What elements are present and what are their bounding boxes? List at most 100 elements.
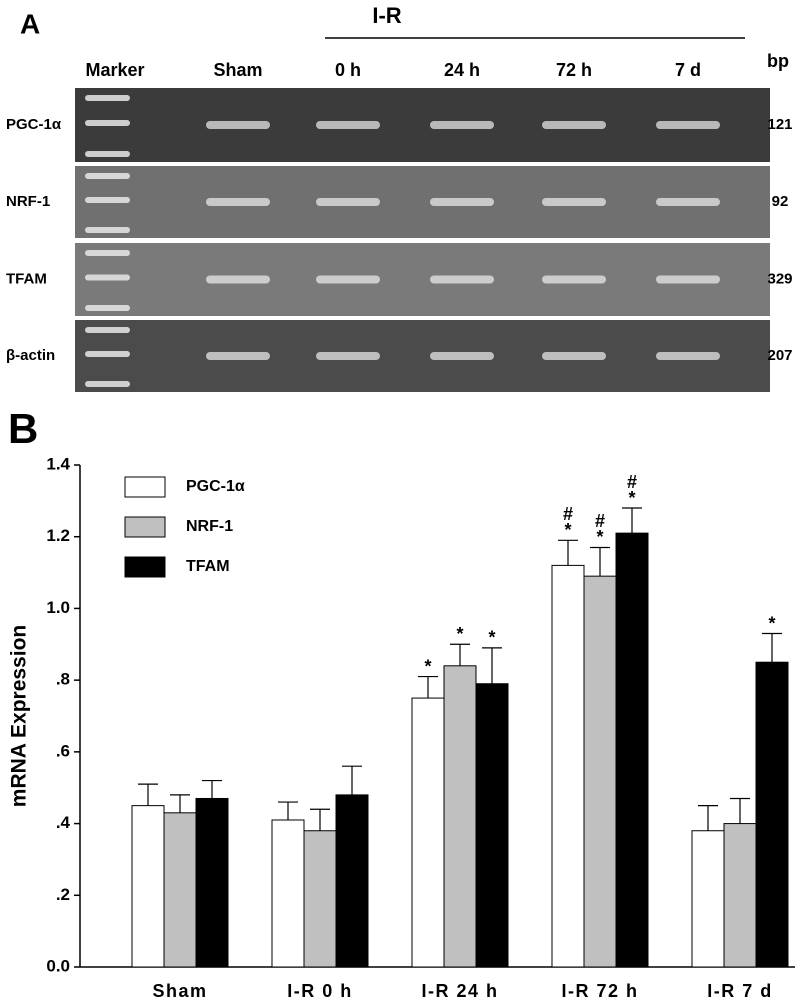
bar [583,575,617,968]
lane-label: 0 h [335,60,361,80]
bp-header: bp [767,51,789,71]
legend-label: TFAM [186,558,230,575]
gene-label: PGC-1α [6,116,62,133]
gel-band [316,198,380,206]
gene-label: NRF-1 [6,193,50,210]
bar [691,830,725,968]
x-tick-label: I-R 72 h [561,981,638,1001]
group-label: I-R [372,3,401,28]
gel-band [206,198,270,206]
bar [475,683,509,968]
panel-label: B [8,405,38,452]
significance-mark: * [424,656,431,676]
significance-mark: * [564,520,571,540]
x-tick-label: I-R 24 h [421,981,498,1001]
x-tick-label: I-R 0 h [287,981,353,1001]
marker-band [85,351,130,357]
gene-label: TFAM [6,270,47,287]
gel-lane-strip [75,243,770,316]
gel-band [316,275,380,284]
y-tick-label: .2 [56,885,70,904]
marker-band [85,305,130,311]
marker-band [85,173,130,179]
marker-band [85,381,130,387]
x-tick-label: I-R 7 d [707,981,773,1001]
lane-label: Marker [85,60,144,80]
significance-mark: # [595,511,605,531]
bp-label: 329 [767,270,792,287]
marker-band [85,227,130,233]
bp-label: 121 [767,116,792,133]
marker-band [85,151,130,157]
gel-band [656,275,720,284]
lane-label: 7 d [675,60,701,80]
gel-lane-strip [75,166,770,238]
gel-band [430,198,494,206]
marker-band [85,95,130,101]
bar [755,661,789,968]
lane-label: 24 h [444,60,480,80]
significance-mark: # [563,504,573,524]
significance-mark: * [488,628,495,648]
bar [551,564,585,968]
bp-label: 92 [772,193,789,210]
x-tick-label: Sham [152,981,207,1001]
significance-mark: * [596,527,603,547]
bar [303,830,337,968]
gel-band [542,121,606,129]
legend-swatch [124,476,166,498]
bar [723,823,757,968]
legend-swatch [124,516,166,538]
y-tick-label: 1.4 [46,454,70,473]
marker-band [85,197,130,203]
lane-label: Sham [213,60,262,80]
bar [271,819,305,968]
gel-band [430,352,494,360]
significance-mark: * [768,613,775,633]
bar [411,697,445,968]
y-tick-label: .8 [56,670,70,689]
gel-band [206,121,270,129]
gel-band [316,352,380,360]
bar [335,794,369,968]
gel-band [542,275,606,284]
gel [75,88,770,392]
bar [195,797,229,968]
gel-band [542,352,606,360]
gel-band [542,198,606,206]
marker-band [85,250,130,256]
bar [615,532,649,968]
y-tick-label: 1.2 [46,526,70,545]
bar [163,812,197,968]
gel-band [656,352,720,360]
gel-band [656,121,720,129]
lane-label: 72 h [556,60,592,80]
panel-label: A [20,8,40,39]
bar [131,805,165,968]
bar [443,665,477,968]
y-tick-label: 0.0 [46,956,70,975]
significance-mark: * [628,488,635,508]
marker-band [85,120,130,126]
legend-label: PGC-1α [186,478,245,495]
gel-lane-strip [75,320,770,392]
gel-band [206,275,270,284]
y-tick-label: .4 [56,813,71,832]
legend-swatch [124,556,166,578]
legend-label: NRF-1 [186,518,233,535]
gene-label: β-actin [6,347,55,364]
marker-band [85,327,130,333]
y-axis-label: mRNA Expression [8,625,31,807]
gel-band [316,121,380,129]
significance-mark: # [627,472,637,492]
y-tick-label: 1.0 [46,598,70,617]
gel-band [656,198,720,206]
significance-mark: * [456,624,463,644]
marker-band [85,274,130,281]
gel-band [430,121,494,129]
bp-label: 207 [767,347,792,364]
gel-band [206,352,270,360]
gel-band [430,275,494,284]
gel-lane-strip [75,88,770,162]
